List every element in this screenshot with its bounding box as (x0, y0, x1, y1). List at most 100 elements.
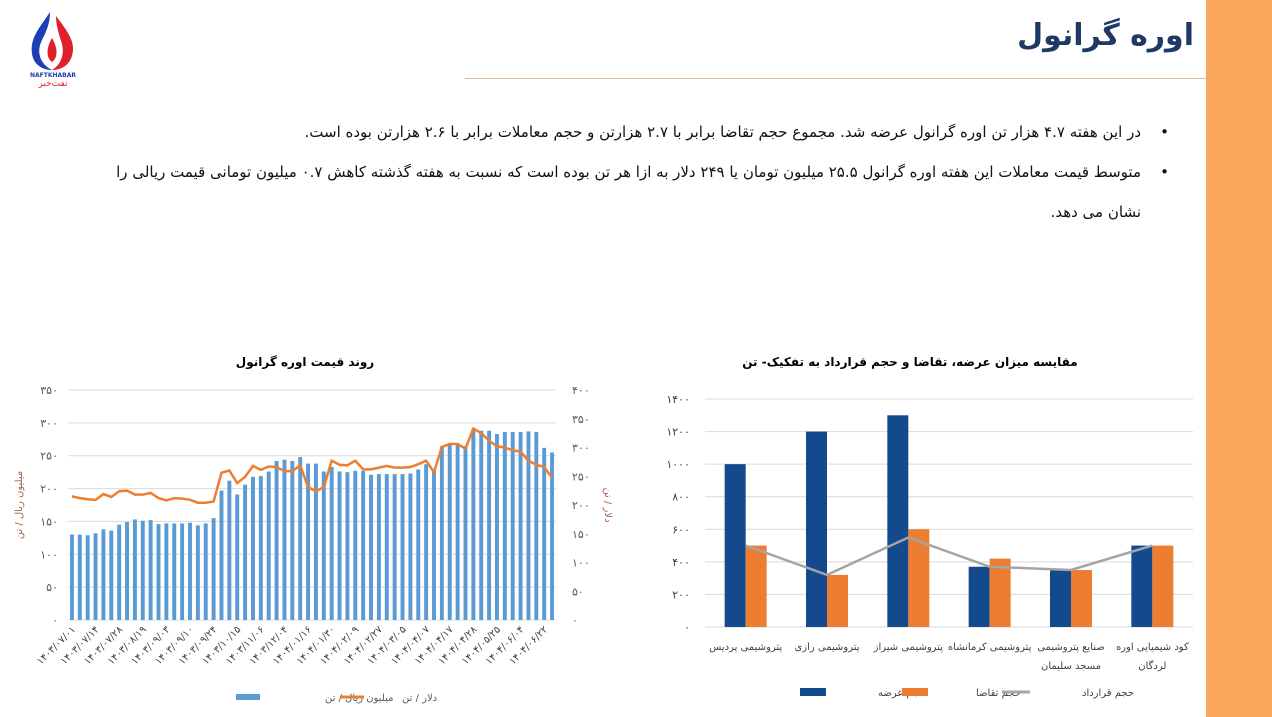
price-bar (510, 432, 515, 620)
category-label: پتروشیمی کرمانشاه (948, 642, 1032, 653)
legend-swatch-demand (902, 688, 928, 696)
price-bar (274, 460, 279, 620)
price-bar (416, 469, 421, 620)
y-tick-label: ۱۵۰ (40, 515, 58, 528)
price-trend-chart: روند قیمت اوره گرانول ۰ ۵۰ ۱۰۰ ۱۵۰ ۲۰۰ ۲۵۰ ۳۰۰ ۳… (14, 355, 613, 704)
y2-tick-label: ۳۵۰ (572, 413, 590, 426)
price-bar (195, 525, 200, 620)
price-bar (329, 466, 334, 620)
svg-text:نفت‌خبر: نفت‌خبر (37, 79, 67, 88)
y-tick-label: ۲۰۰ (672, 588, 690, 601)
supply-bar (1050, 570, 1071, 627)
price-bar (550, 452, 555, 620)
price-bar (376, 474, 381, 620)
page-title: اوره گرانول (1017, 18, 1194, 53)
price-bar (180, 523, 185, 620)
price-bar (361, 470, 366, 620)
category-label: پتروشیمی شیراز (873, 642, 944, 653)
price-bar (439, 446, 444, 620)
y2-tick-label: ۲۰۰ (572, 499, 590, 512)
contract-volume-line (745, 536, 1153, 577)
price-bar (306, 463, 311, 620)
price-bar (282, 459, 287, 620)
price-bar (93, 533, 98, 620)
y2-tick-label: ۴۰۰ (572, 384, 590, 397)
legend-swatch-supply (800, 688, 826, 696)
category-label: لردگان (1138, 660, 1166, 672)
y-tick-label: ۱۲۰۰ (666, 426, 690, 439)
price-bar (148, 520, 153, 620)
y2-tick-label: ۱۵۰ (572, 528, 590, 541)
demand-bar (1071, 570, 1092, 627)
price-bar (534, 432, 539, 620)
y-axis-title: میلیون ریال / تن (14, 471, 25, 539)
price-bar (353, 470, 358, 620)
price-bar (188, 522, 192, 620)
price-bar (77, 534, 82, 620)
y-tick-label: ۲۰۰ (40, 483, 58, 496)
y-tick-label: ۸۰۰ (672, 491, 690, 504)
price-bar (447, 443, 452, 620)
price-bar (518, 432, 523, 620)
price-bar (542, 447, 547, 620)
price-bar (117, 524, 122, 620)
category-label: کود شیمیایی اوره (1116, 642, 1189, 653)
supply-bar (724, 464, 746, 627)
demand-bar (989, 558, 1011, 627)
price-bar (69, 534, 74, 620)
price-bar (424, 464, 429, 620)
price-bar (172, 523, 177, 620)
y-tick-label: ۱۰۰۰ (666, 458, 690, 471)
price-bar (219, 490, 224, 620)
usd-price-line (71, 426, 554, 504)
demand-bar (827, 574, 848, 627)
supply-bar (887, 415, 909, 627)
price-bar (235, 494, 240, 620)
legend-label-contract: حجم قرارداد (1082, 688, 1134, 699)
title-divider (465, 78, 1206, 79)
y2-tick-label: ۵۰ (572, 585, 584, 598)
price-bar (487, 430, 492, 620)
price-bar (479, 430, 484, 620)
price-bar (463, 445, 468, 620)
supply-bar (806, 431, 827, 627)
demand-bar (908, 529, 930, 627)
legend-swatch-rial (236, 694, 260, 700)
price-bar (266, 471, 271, 620)
price-bar (290, 460, 295, 620)
category-label: مسجد سلیمان (1041, 661, 1101, 672)
legend-label-usd: دلار / تن (402, 693, 437, 704)
y2-tick-label: ۱۰۰ (572, 557, 590, 570)
category-label: صنایع پتروشیمی (1037, 642, 1105, 653)
price-bar (408, 473, 413, 620)
price-bar (203, 523, 208, 620)
supply-bar (968, 566, 990, 627)
price-bar (156, 524, 161, 620)
y-tick-label: ۲۵۰ (40, 450, 58, 463)
price-bar (313, 463, 318, 620)
price-bar (345, 472, 350, 620)
y-tick-label: ۰ (684, 621, 690, 634)
price-bar (392, 474, 397, 620)
supply-bar (1131, 545, 1153, 627)
price-bar (432, 470, 436, 620)
price-bar (495, 434, 499, 620)
price-bar (85, 535, 90, 620)
price-bar (164, 523, 169, 620)
price-bar (455, 443, 460, 620)
demand-bar (745, 545, 767, 627)
demand-bar (1152, 545, 1174, 627)
y-tick-label: ۳۵۰ (40, 384, 58, 397)
price-bar (101, 529, 106, 620)
price-bar (211, 518, 216, 620)
price-bar (258, 476, 263, 620)
y2-tick-label: ۳۰۰ (572, 442, 590, 455)
y-tick-label: ۶۰۰ (672, 523, 690, 536)
price-bar (384, 474, 389, 620)
chart-title: مقایسه میزان عرضه، تقاضا و حجم قرارداد ب… (742, 355, 1077, 370)
price-bar (132, 519, 137, 620)
bullet-item: در این هفته ۴.۷ هزار تن اوره گرانول عرضه… (100, 112, 1177, 152)
y2-tick-label: ۲۵۰ (572, 470, 590, 483)
price-bar (227, 480, 232, 620)
supply-demand-chart: مقایسه میزان عرضه، تقاضا و حجم قرارداد ب… (666, 355, 1193, 699)
